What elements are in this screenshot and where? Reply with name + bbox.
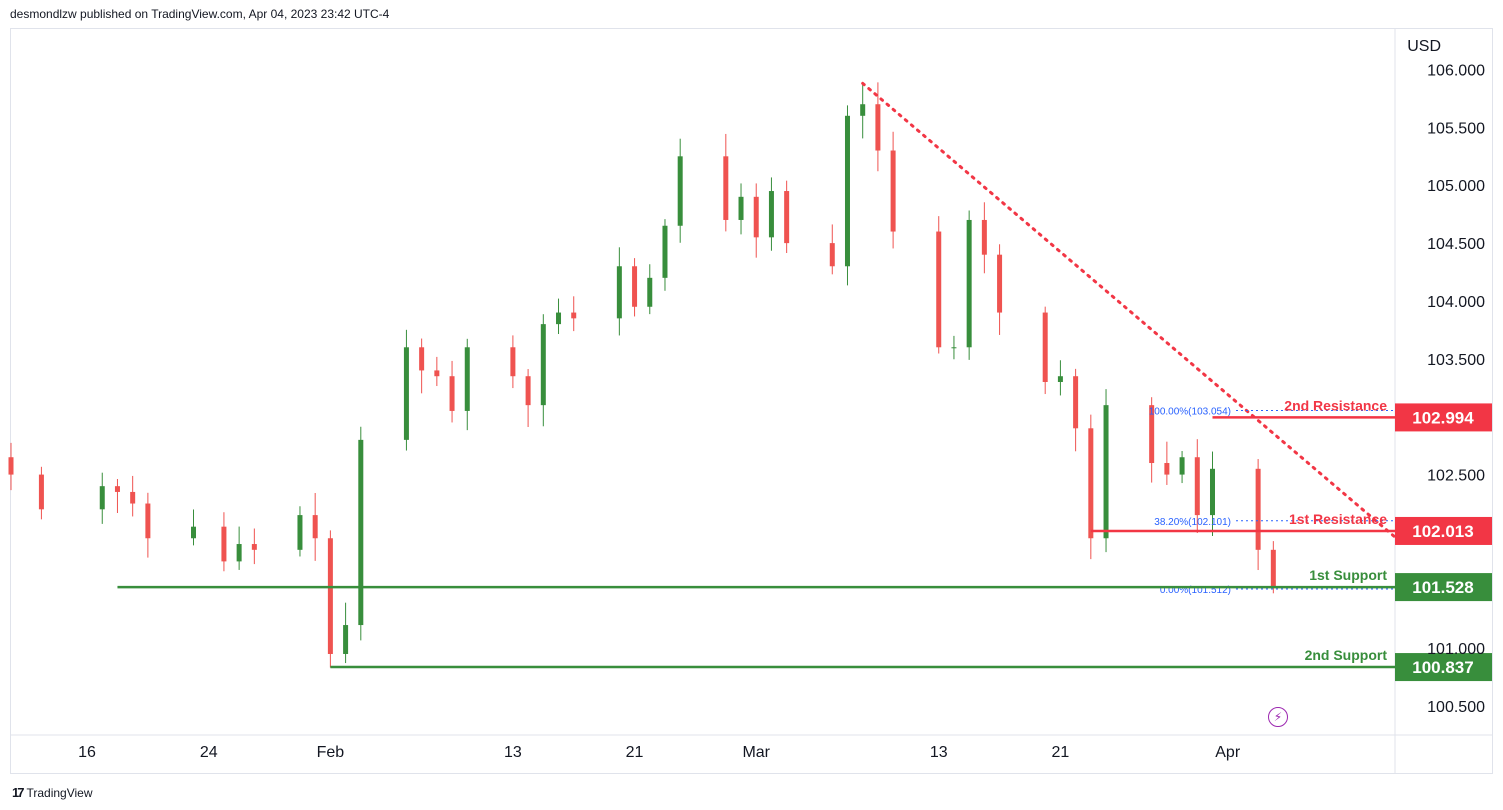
chart-frame (10, 28, 1493, 774)
y-tick-label: 106.000 (1427, 63, 1485, 80)
candle-body (1057, 376, 1063, 382)
x-tick-label: 13 (504, 744, 522, 761)
y-tick-label: 105.500 (1427, 120, 1485, 137)
candle-body (1042, 312, 1048, 382)
candle-body (829, 243, 835, 267)
candle-body (1270, 549, 1276, 587)
candle-body (647, 277, 653, 307)
candle-body (571, 312, 577, 319)
candle-body (191, 526, 197, 539)
x-tick-label: Feb (317, 744, 345, 761)
level-price-tag (1395, 653, 1492, 682)
candle-body (510, 347, 516, 377)
y-tick-label: 103.500 (1427, 352, 1485, 369)
candle-body (1164, 463, 1170, 475)
candle-body (464, 347, 470, 411)
downtrend-line (861, 81, 1397, 539)
level-name: 2nd Resistance (1284, 397, 1387, 413)
level-name: 1st Resistance (1289, 511, 1387, 527)
x-tick-label: 13 (930, 744, 948, 761)
candle-body (860, 104, 866, 116)
y-tick-label: 104.500 (1427, 236, 1485, 253)
level-price-label: 102.994 (1412, 408, 1474, 427)
lightning-icon[interactable]: ⚡ (1268, 707, 1288, 727)
candle-body (1255, 468, 1261, 550)
y-tick-label: 101.000 (1427, 641, 1485, 658)
currency-label: USD (1407, 38, 1441, 55)
candle-body (723, 156, 729, 220)
candle-body (1088, 428, 1094, 539)
candle-body (1073, 376, 1079, 429)
candle-body (662, 225, 668, 278)
candle-body (966, 219, 972, 348)
footer-brand-label: TradingView (26, 785, 93, 800)
footer-brand: 17 TradingView (12, 785, 93, 800)
y-tick-label: 100.500 (1427, 699, 1485, 716)
candle-body (616, 266, 622, 319)
candle-body (1103, 405, 1109, 539)
candle-body (738, 196, 744, 220)
candle-body (951, 347, 957, 349)
candle-body (890, 150, 896, 232)
candle-body (1149, 405, 1155, 464)
x-tick-label: Mar (742, 744, 770, 761)
candle-body (1194, 457, 1200, 516)
fib-level-label: 0.00%(101.512) (1160, 585, 1231, 596)
x-tick-label: 21 (1052, 744, 1070, 761)
candle-body (251, 544, 257, 550)
candle-body (997, 254, 1003, 313)
candle-body (297, 515, 303, 550)
publisher-info: desmondlzw published on TradingView.com,… (10, 7, 390, 21)
candle-body (114, 486, 120, 492)
y-tick-label: 102.500 (1427, 468, 1485, 485)
candle-body (99, 486, 105, 510)
candle-body (327, 538, 333, 654)
candle-body (936, 231, 942, 348)
level-name: 2nd Support (1305, 647, 1388, 663)
candle-body (130, 491, 136, 504)
tv-logo-icon: 17 (12, 785, 25, 800)
candle-body (632, 266, 638, 307)
candle-body (844, 115, 850, 267)
candle-body (525, 376, 531, 406)
candle-body (434, 370, 440, 377)
level-price-label: 101.528 (1412, 578, 1473, 597)
candle-body (981, 219, 987, 255)
candle-body (1179, 457, 1185, 475)
level-price-label: 100.837 (1412, 658, 1473, 677)
candle-body (449, 376, 455, 411)
x-tick-label: 16 (78, 744, 96, 761)
y-tick-label: 105.000 (1427, 178, 1485, 195)
candle-body (875, 104, 881, 151)
x-tick-label: 21 (626, 744, 644, 761)
candle-body (1209, 468, 1215, 516)
level-price-tag (1395, 516, 1492, 545)
level-price-tag (1395, 403, 1492, 432)
fib-level-label: 38.20%(102.101) (1154, 517, 1231, 528)
candle-body (540, 324, 546, 406)
x-tick-label: Apr (1215, 744, 1241, 761)
level-price-label: 102.013 (1412, 522, 1473, 541)
candle-body (38, 474, 44, 510)
candle-body (358, 439, 364, 626)
y-tick-label: 104.000 (1427, 294, 1485, 311)
x-tick-label: 24 (200, 744, 218, 761)
fib-level-label: 100.00%(103.054) (1149, 406, 1231, 417)
candle-body (556, 312, 562, 325)
candle-body (343, 625, 349, 654)
candle-body (236, 544, 242, 562)
candle-body (8, 457, 14, 475)
level-price-tag (1395, 573, 1492, 602)
candle-body (403, 347, 409, 440)
candle-body (145, 503, 151, 539)
candle-body (312, 515, 318, 539)
candle-body (784, 191, 790, 244)
candle-body (753, 196, 759, 238)
candle-body (419, 347, 425, 371)
candle-body (221, 526, 227, 562)
candle-body (768, 191, 774, 238)
level-name: 1st Support (1309, 567, 1387, 583)
candle-body (677, 156, 683, 226)
